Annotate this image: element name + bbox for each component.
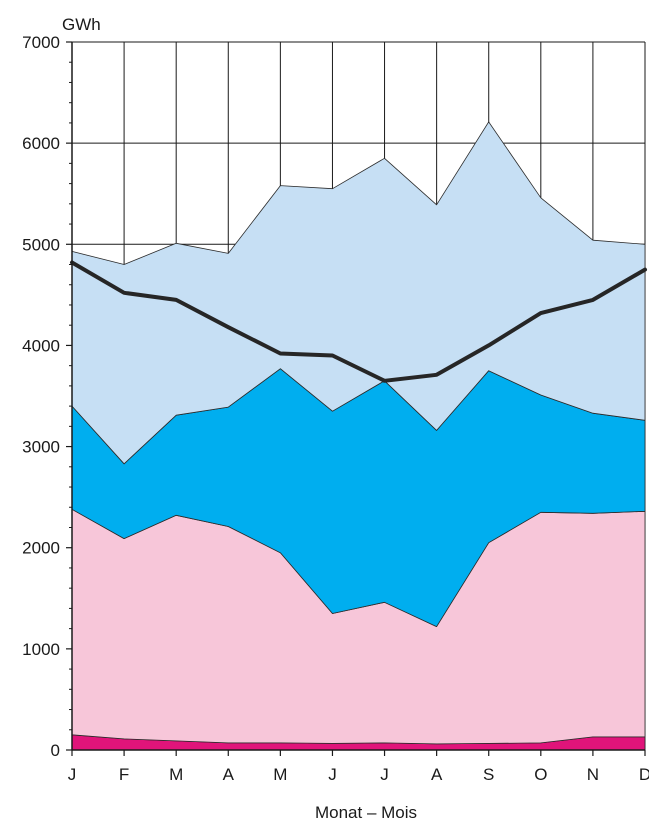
x-tick-label: O — [534, 765, 547, 784]
area-series-4 — [71, 121, 646, 465]
y-tick-label: 3000 — [22, 438, 60, 457]
x-tick-label: F — [119, 765, 129, 784]
stacked-areas — [71, 121, 646, 751]
x-tick-label: J — [328, 765, 337, 784]
x-tick-label: D — [639, 765, 649, 784]
x-tick-label: J — [68, 765, 77, 784]
x-axis-title: Monat – Mois — [315, 803, 417, 822]
line-series-path — [70, 260, 647, 383]
x-tick-label: M — [273, 765, 287, 784]
y-tick-label: 2000 — [22, 539, 60, 558]
axes: 0 1000 2000 3000 4000 5000 6000 7000 J F M A M J J A S O N… — [22, 33, 649, 784]
y-tick-label: 6000 — [22, 134, 60, 153]
x-tick-label: N — [587, 765, 599, 784]
y-tick-label: 1000 — [22, 640, 60, 659]
x-tick-label: A — [223, 765, 235, 784]
y-tick-label: 0 — [51, 741, 60, 760]
y-tick-label: 4000 — [22, 336, 60, 355]
x-tick-label: M — [169, 765, 183, 784]
x-tick-label: A — [431, 765, 443, 784]
y-axis-unit-label: GWh — [62, 15, 101, 34]
x-tick-label: J — [380, 765, 389, 784]
x-tick-label: S — [483, 765, 494, 784]
line-series — [70, 260, 647, 383]
y-tick-label: 5000 — [22, 235, 60, 254]
y-tick-label: 7000 — [22, 33, 60, 52]
